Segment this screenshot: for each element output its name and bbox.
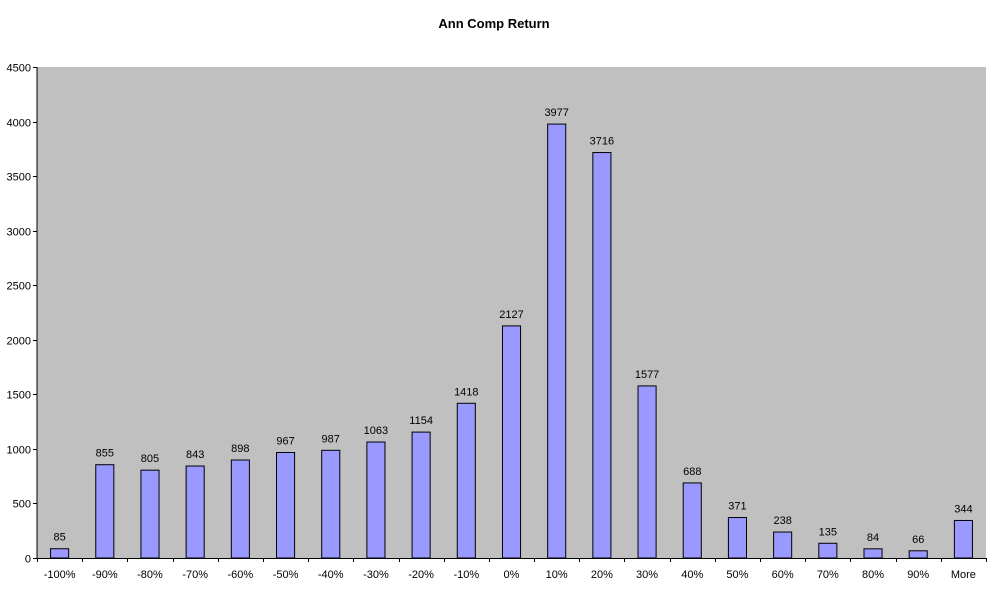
y-tick-label: 0 xyxy=(25,554,31,566)
bars: 85 855 805 843 898 967 987 1063 1154 1418 2127 3977… xyxy=(50,107,973,559)
bar xyxy=(321,449,341,559)
data-label: 3716 xyxy=(590,136,614,148)
data-label: 344 xyxy=(954,503,972,515)
bar xyxy=(276,451,296,559)
y-tick-label: 1500 xyxy=(7,390,31,402)
bar xyxy=(682,482,702,559)
bar xyxy=(727,517,747,559)
x-tick-label: -90% xyxy=(92,569,118,581)
data-label: 1418 xyxy=(454,386,478,398)
x-tick-label: 30% xyxy=(636,569,658,581)
data-label: 238 xyxy=(773,515,791,527)
bar xyxy=(50,548,70,559)
data-label: 85 xyxy=(53,532,65,544)
bar xyxy=(366,441,386,559)
bar xyxy=(953,519,973,559)
data-label: 987 xyxy=(322,433,340,445)
x-tick-label: 80% xyxy=(862,569,884,581)
bar xyxy=(456,402,476,559)
data-label: 805 xyxy=(141,453,159,465)
x-tick-label: 90% xyxy=(907,569,929,581)
x-tick-label: 10% xyxy=(546,569,568,581)
bar xyxy=(547,123,567,559)
y-tick-label: 3000 xyxy=(7,227,31,239)
y-axis: 0 500 1000 1500 2000 2500 3000 3500 4000 4500 xyxy=(7,63,38,566)
x-axis: -100% -90% -80% -70% -60% -50% -40% -30% -20% -10… xyxy=(37,558,987,581)
data-label: 1154 xyxy=(409,415,433,427)
x-tick-label: 70% xyxy=(817,569,839,581)
x-tick-label: -40% xyxy=(318,569,344,581)
y-tick-label: 4500 xyxy=(7,63,31,75)
x-tick-label: 40% xyxy=(681,569,703,581)
y-tick-label: 1000 xyxy=(7,445,31,457)
data-label: 1063 xyxy=(364,425,388,437)
bar xyxy=(95,464,115,559)
x-tick-label: -30% xyxy=(363,569,389,581)
x-tick-label: 50% xyxy=(726,569,748,581)
x-tick-label: -20% xyxy=(408,569,434,581)
data-label: 135 xyxy=(819,526,837,538)
x-tick-label: -10% xyxy=(453,569,479,581)
bar xyxy=(411,431,431,559)
bar xyxy=(230,459,250,559)
bar xyxy=(185,465,205,559)
y-tick-label: 3500 xyxy=(7,172,31,184)
x-tick-label: -60% xyxy=(228,569,254,581)
y-tick-label: 500 xyxy=(13,499,31,511)
data-label: 688 xyxy=(683,466,701,478)
bar xyxy=(908,550,928,559)
bar xyxy=(140,469,160,559)
chart-title: Ann Comp Return xyxy=(438,16,549,31)
bar xyxy=(773,531,793,559)
x-tick-label: -50% xyxy=(273,569,299,581)
data-label: 66 xyxy=(912,534,924,546)
y-tick-label: 4000 xyxy=(7,118,31,130)
bar xyxy=(637,385,657,559)
data-label: 898 xyxy=(231,443,249,455)
bar xyxy=(863,548,883,559)
data-label: 3977 xyxy=(544,107,568,119)
data-label: 967 xyxy=(276,435,294,447)
x-tick-label: -80% xyxy=(137,569,163,581)
x-tick-label: 20% xyxy=(591,569,613,581)
x-tick-label: -70% xyxy=(182,569,208,581)
data-label: 1577 xyxy=(635,369,659,381)
data-label: 84 xyxy=(867,532,879,544)
x-tick-label: 60% xyxy=(772,569,794,581)
bar xyxy=(818,542,838,559)
x-tick-label: More xyxy=(951,569,976,581)
bar xyxy=(592,152,612,559)
y-tick-label: 2000 xyxy=(7,336,31,348)
bar xyxy=(501,325,522,559)
data-label: 371 xyxy=(728,501,746,513)
data-label: 855 xyxy=(96,448,114,460)
x-tick-label: -100% xyxy=(44,569,76,581)
data-label: 2127 xyxy=(499,309,523,321)
x-tick-label: 0% xyxy=(504,569,520,581)
y-tick-label: 2500 xyxy=(7,281,31,293)
data-label: 843 xyxy=(186,449,204,461)
